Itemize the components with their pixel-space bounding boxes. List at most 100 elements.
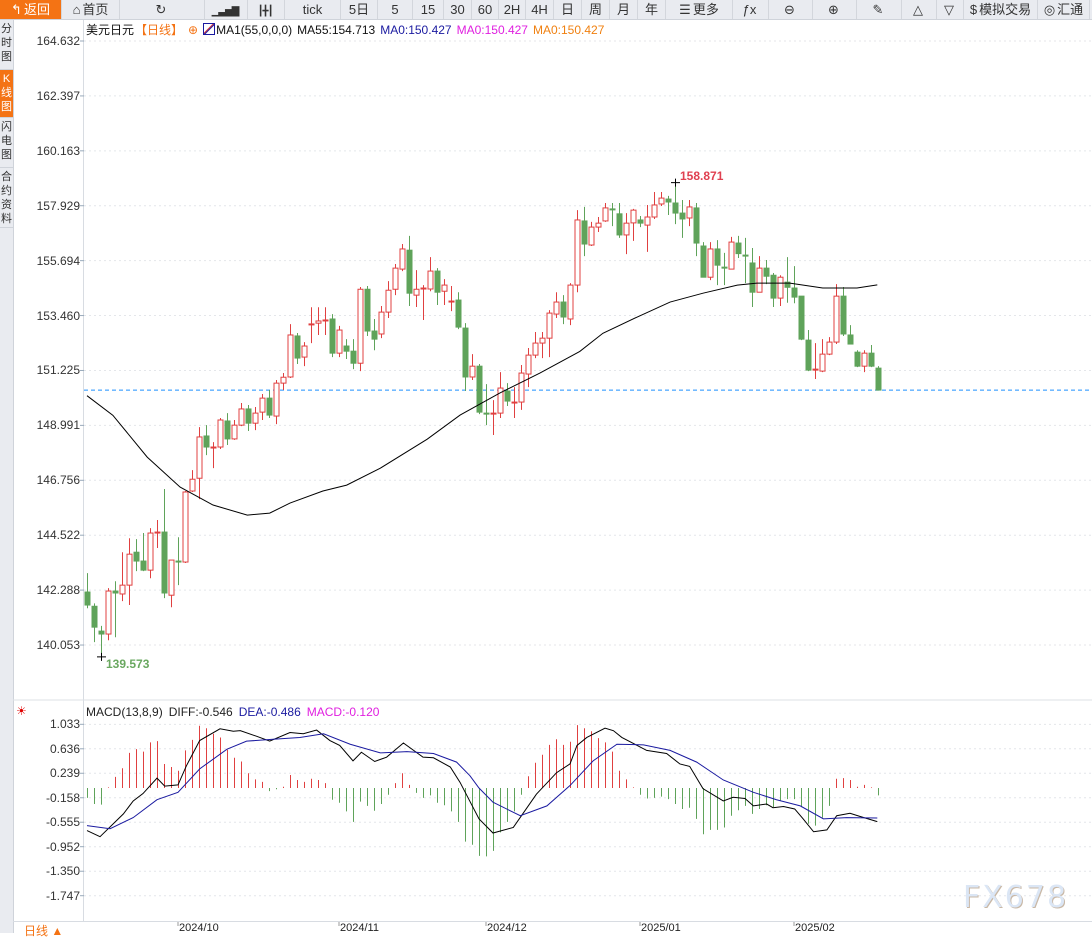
extreme-marker (97, 652, 106, 661)
toolbar-period-5-button[interactable]: tick (285, 0, 341, 19)
fx-formula-button[interactable]: ƒx (733, 0, 769, 19)
ma-name: MA1(55,0,0,0) (216, 23, 293, 37)
candle-down (294, 335, 301, 359)
triangle-up-button[interactable]: △ (902, 0, 937, 19)
candle-up (420, 287, 427, 290)
toolbar-period-16-button[interactable]: 年 (638, 0, 666, 19)
toolbar-period-11-button[interactable]: 2H (499, 0, 526, 19)
candle-up (357, 288, 364, 364)
pen-icon: ✎ (872, 2, 884, 17)
candle-up (168, 559, 175, 596)
sidebar-tab-contract-info[interactable]: 合约资料 (0, 168, 13, 228)
date-axis-label: 2025/02 (795, 922, 835, 934)
candle-down (266, 397, 273, 416)
axis-divider (83, 20, 84, 921)
candle-up (154, 531, 161, 534)
zoom-out-icon: ⊖ (784, 2, 795, 17)
toolbar-period-13-button[interactable]: 日 (554, 0, 582, 19)
menu-icon: ☰ (679, 2, 691, 17)
toolbar-period-6-button[interactable]: 5日 (341, 0, 378, 19)
toolbar-label: 60 (477, 2, 493, 17)
toolbar-period-15-button[interactable]: 月 (610, 0, 638, 19)
sidebar-tab-timeshare[interactable]: 分时图 (0, 20, 13, 70)
candle-up (119, 584, 126, 595)
toolbar-period-12-button[interactable]: 4H (526, 0, 554, 19)
price-axis-label: 155.694 (36, 253, 80, 268)
ma-indicator-icon[interactable] (203, 23, 216, 35)
candle-down (455, 299, 462, 328)
toolbar-period-10-button[interactable]: 60 (472, 0, 499, 19)
candlestick-button[interactable]: ┃╋┃ (248, 0, 285, 19)
macd-value: MACD:-0.120 (306, 705, 380, 719)
zoom-in-button[interactable]: ⊕ (813, 0, 857, 19)
bar-chart-button[interactable]: ▁▃▅▇ (205, 0, 248, 19)
toolbar-label: 返回 (23, 2, 50, 17)
low-price-annotation: 139.573 (106, 656, 150, 671)
candle-up (532, 342, 539, 356)
candle-down (98, 630, 105, 635)
timeframe-selector[interactable]: 日线 ▲ (24, 924, 64, 938)
candle-up (147, 532, 154, 571)
sidebar-tab-kline[interactable]: K线图 (0, 70, 13, 118)
candle-up (623, 222, 630, 236)
candle-down (665, 198, 672, 203)
swirl-logo-icon: ◎ (1043, 2, 1056, 17)
candle-up (630, 209, 637, 224)
toolbar-period-7-button[interactable]: 5 (378, 0, 413, 19)
candle-down (371, 330, 378, 340)
candle-up (231, 424, 238, 440)
candle-up (308, 323, 315, 326)
fx-formula-icon: ƒx (742, 2, 757, 17)
macd-settings-icon[interactable]: ☀ (16, 704, 27, 718)
candlestick-icon: ┃╋┃ (257, 6, 273, 17)
candle-down (714, 248, 721, 266)
refresh-button[interactable]: ↻ (120, 0, 205, 19)
candle-down (721, 266, 728, 269)
toolbar-period-9-button[interactable]: 30 (444, 0, 472, 19)
candle-down (91, 605, 98, 628)
candle-up (644, 216, 651, 226)
candle-up (105, 590, 112, 635)
candle-down (343, 345, 350, 352)
candle-down (434, 270, 441, 293)
candle-up (553, 301, 560, 315)
candle-down (749, 262, 756, 293)
toolbar-back-arrow-0-button[interactable]: ↰ 返回 (0, 0, 62, 19)
triangle-down-button[interactable]: ▽ (937, 0, 964, 19)
candle-down (770, 274, 777, 299)
candle-up (448, 300, 455, 303)
candle-up (756, 267, 763, 293)
candle-down (133, 551, 140, 562)
toolbar-home-1-button[interactable]: ⌂ 首页 (62, 0, 120, 19)
crosshair-toggle-icon[interactable]: ⊕ (188, 23, 199, 37)
pen-button[interactable]: ✎ (857, 0, 902, 19)
candle-down (175, 560, 182, 563)
candle-up (182, 491, 189, 563)
macd-diff-value: DIFF:-0.546 (168, 705, 233, 719)
candle-up (539, 337, 546, 344)
candle-up (441, 284, 448, 292)
high-price-annotation: 158.871 (680, 168, 724, 183)
toolbar: ↰ 返回 ⌂ 首页 ↻ ▁▃▅▇ ┃╋┃ tick 5日 5 15 30 60 2H 4H 日周月年 ☰ 更多 ƒx… (0, 0, 1092, 20)
price-axis-label: 160.163 (36, 143, 80, 158)
macd-legend: MACD(13,8,9) DIFF:-0.546 DEA:-0.486 MACD:-0… (86, 705, 385, 719)
candle-up (399, 248, 406, 270)
candle-down (840, 295, 847, 335)
toolbar-period-8-button[interactable]: 15 (413, 0, 444, 19)
toolbar-dollar-24-button[interactable]: $ 模拟交易 (964, 0, 1038, 19)
candle-up (427, 270, 434, 290)
toolbar-label: 2H (503, 2, 521, 17)
price-axis-label: 151.225 (36, 363, 80, 378)
macd-axis-label: 0.636 (49, 741, 80, 756)
toolbar-period-14-button[interactable]: 周 (582, 0, 610, 19)
sidebar-tab-flash[interactable]: 闪电图 (0, 118, 13, 168)
candle-up (413, 288, 420, 296)
toolbar-swirl-logo-25-button[interactable]: ◎ 汇通 (1038, 0, 1090, 19)
candle-down (364, 288, 371, 332)
candle-down (483, 412, 490, 415)
candle-up (252, 412, 259, 424)
candle-up (658, 197, 665, 205)
zoom-out-button[interactable]: ⊖ (769, 0, 813, 19)
toolbar-menu-17-button[interactable]: ☰ 更多 (666, 0, 733, 19)
